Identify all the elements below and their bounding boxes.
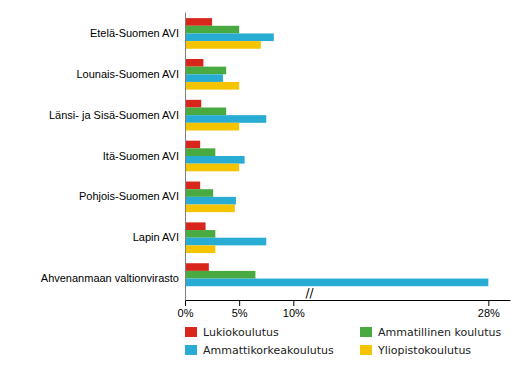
x-tick-mark [185, 300, 186, 306]
y-tick: Länsi- ja Sisä-Suomen AVI [49, 109, 185, 121]
y-tick-label: Ahvenanmaan valtionvirasto [41, 272, 179, 284]
legend: Lukiokoulutus Ammatillinen koulutus Ammatt… [185, 326, 501, 357]
bar [185, 156, 245, 164]
bar-series [185, 33, 488, 286]
y-tick-label: Länsi- ja Sisä-Suomen AVI [49, 109, 179, 121]
y-tick-label: Etelä-Suomen AVI [90, 27, 179, 39]
legend-item: Ammattikorkeakoulutus [185, 344, 334, 357]
bars [185, 18, 488, 286]
bar [185, 197, 236, 205]
bar [185, 74, 223, 82]
x-tick: 0% [178, 300, 194, 319]
x-tick-mark [488, 300, 489, 306]
bar [185, 148, 215, 156]
y-axis-line [185, 13, 186, 301]
bar [185, 67, 226, 75]
bar [185, 189, 213, 197]
x-tick: 10% [283, 300, 305, 319]
x-tick-label: 5% [232, 307, 248, 319]
x-tick-label: 0% [178, 307, 194, 319]
legend-item: Yliopistokoulutus [360, 344, 471, 357]
bar [185, 100, 201, 108]
legend-label: Yliopistokoulutus [377, 344, 471, 357]
legend-swatch [360, 327, 372, 337]
y-tick: Etelä-Suomen AVI [90, 27, 185, 39]
annotation: // [306, 286, 315, 300]
x-axis-line [186, 300, 511, 301]
x-tick-mark [293, 300, 294, 306]
legend-label: Ammatillinen koulutus [378, 326, 501, 339]
x-tick-mark [239, 300, 240, 306]
y-tick: Ahvenanmaan valtionvirasto [41, 272, 185, 284]
y-tick: Lounais-Suomen AVI [76, 68, 185, 80]
y-tick: Pohjois-Suomen AVI [79, 190, 185, 202]
bar [185, 107, 226, 115]
y-tick: Lapin AVI [133, 231, 185, 243]
bar [185, 245, 215, 253]
y-tick-label: Pohjois-Suomen AVI [79, 190, 179, 202]
legend-swatch [185, 327, 197, 337]
bar [185, 238, 266, 246]
bar [185, 18, 212, 26]
bar [185, 279, 488, 287]
bar [185, 263, 209, 271]
x-tick-label: 28% [478, 307, 500, 319]
bar [185, 271, 255, 279]
bar [185, 230, 215, 238]
bar [185, 115, 266, 123]
bar [185, 164, 239, 172]
bar [185, 33, 274, 41]
bar [185, 222, 206, 230]
x-tick-label: 10% [283, 307, 305, 319]
bar [185, 26, 239, 34]
legend-swatch [185, 345, 197, 355]
y-tick-label: Lounais-Suomen AVI [76, 68, 179, 80]
plot: 0% 5% 10% 28% Etelä-Suomen AVI Lounais-Suomen… [41, 13, 511, 319]
y-axis: Etelä-Suomen AVI Lounais-Suomen AVI Länsi-… [41, 13, 186, 301]
x-tick: 28% [478, 300, 500, 319]
legend-item: Lukiokoulutus [185, 326, 279, 339]
chart: 0% 5% 10% 28% Etelä-Suomen AVI Lounais-Suomen… [0, 0, 530, 378]
legend-item: Ammatillinen koulutus [360, 326, 501, 339]
bar [185, 141, 200, 149]
y-tick-label: Itä-Suomen AVI [103, 150, 179, 162]
y-tick-label: Lapin AVI [133, 231, 179, 243]
y-tick: Itä-Suomen AVI [103, 150, 185, 162]
x-tick: 5% [232, 300, 248, 319]
x-axis: 0% 5% 10% 28% [178, 300, 511, 319]
bar [185, 41, 261, 49]
legend-label: Ammattikorkeakoulutus [203, 344, 334, 357]
legend-swatch [360, 345, 372, 355]
legend-label: Lukiokoulutus [203, 326, 279, 339]
bar [185, 82, 239, 90]
bar [185, 182, 200, 190]
bar [185, 59, 203, 67]
bar-series [185, 41, 261, 253]
bar [185, 205, 235, 213]
bar [185, 123, 239, 131]
